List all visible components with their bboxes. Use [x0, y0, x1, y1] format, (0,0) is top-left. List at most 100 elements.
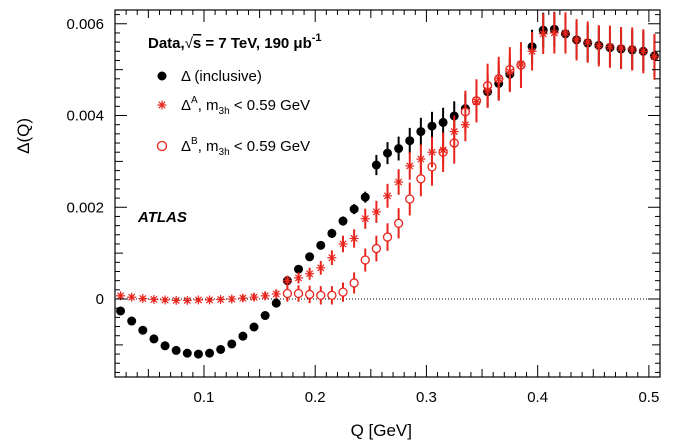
asterisk-stroke: [495, 75, 503, 83]
data-point: [427, 147, 437, 157]
asterisk-stroke: [228, 295, 236, 303]
data-point: [449, 127, 459, 137]
asterisk-stroke: [205, 296, 214, 304]
data-point: [505, 67, 515, 77]
asterisk-stroke: [573, 36, 581, 44]
legend-marker-open-circle: [156, 140, 168, 152]
data-point: [638, 46, 648, 56]
asterisk-stroke: [506, 68, 514, 76]
data-point: [405, 136, 415, 146]
data-point: [371, 243, 382, 254]
data-point: [116, 291, 126, 301]
data-point: [338, 216, 348, 226]
data-point: [416, 127, 426, 137]
asterisk-stroke: [283, 277, 291, 285]
asterisk-stroke: [158, 101, 166, 109]
asterisk-stroke: [383, 192, 392, 200]
data-point: [327, 228, 337, 238]
data-point: [260, 291, 270, 301]
asterisk-stroke: [150, 295, 158, 304]
data-point: [171, 345, 181, 355]
data-point: [271, 289, 281, 299]
data-series-layer: [116, 11, 659, 359]
asterisk-stroke: [294, 274, 303, 282]
x-axis-title: Q [GeV]: [351, 421, 412, 440]
asterisk-stroke: [428, 148, 436, 156]
data-point: [271, 298, 281, 308]
asterisk-stroke: [161, 296, 169, 304]
header-rest: = 7 TeV, 190 μb: [201, 35, 312, 52]
legend-marker-filled-circle: [157, 71, 167, 81]
y-tick-label: 0: [96, 291, 104, 308]
asterisk-stroke: [361, 215, 369, 223]
asterisk-stroke: [639, 47, 647, 55]
data-point: [383, 191, 392, 201]
data-point: [282, 288, 293, 299]
legend-symbol: Δ: [181, 97, 191, 114]
legend-suffix: < 0.59 GeV: [230, 138, 310, 155]
data-point: [249, 292, 259, 302]
data-point: [160, 341, 170, 351]
data-point: [360, 192, 370, 202]
asterisk-stroke: [550, 29, 558, 37]
asterisk-stroke: [517, 60, 525, 68]
data-point: [316, 290, 326, 300]
data-point: [594, 41, 604, 51]
asterisk-stroke: [628, 45, 636, 53]
data-point: [171, 295, 181, 305]
data-point: [138, 294, 148, 304]
plot-frame: [114, 9, 661, 378]
header-sqrt: √: [185, 35, 194, 52]
data-point: [238, 331, 248, 341]
data-point: [293, 288, 304, 299]
data-point: [427, 121, 437, 131]
asterisk-stroke: [350, 234, 358, 243]
series-a: [116, 12, 659, 305]
data-point: [349, 278, 359, 288]
asterisk-stroke: [528, 47, 536, 55]
x-tick-label: 0.2: [305, 389, 326, 406]
atlas-label: ATLAS: [137, 209, 187, 226]
data-point: [572, 35, 582, 45]
legend-sub: 3h: [219, 106, 230, 117]
asterisk-stroke: [328, 254, 336, 262]
data-point: [549, 28, 559, 38]
asterisk-stroke: [406, 162, 414, 170]
data-point: [349, 233, 359, 243]
asterisk-stroke: [395, 178, 403, 186]
asterisk-stroke: [439, 146, 447, 154]
data-point: [516, 59, 526, 69]
asterisk-stroke: [116, 292, 125, 300]
legend-label-a: ΔA, m3h < 0.59 GeV: [181, 95, 310, 117]
data-point: [127, 316, 137, 326]
y-tick-label: 0.002: [66, 199, 104, 216]
data-point: [127, 292, 137, 302]
data-point: [216, 294, 226, 304]
data-point: [249, 322, 259, 332]
legend-symbol: Δ: [181, 138, 191, 155]
data-point: [338, 239, 348, 249]
asterisk-stroke: [272, 290, 280, 298]
asterisk-stroke: [584, 38, 592, 46]
data-point: [371, 160, 381, 170]
x-tick-label: 0.4: [527, 389, 548, 406]
data-point: [193, 349, 203, 359]
y-tick-label: 0.004: [66, 108, 104, 125]
asterisk-glyph: [157, 100, 167, 110]
header-prefix: Data,: [148, 35, 185, 52]
data-point: [394, 177, 404, 187]
axes-layer: 0.1 0.2 0.3 0.4 0.5 0 0.002 0.004 0.006: [66, 9, 661, 406]
legend-entry-b: ΔB, m3h < 0.59 GeV: [156, 136, 310, 158]
asterisk-stroke: [239, 294, 247, 302]
data-point: [227, 294, 237, 304]
data-point: [282, 276, 292, 286]
data-point: [416, 154, 426, 164]
data-point: [360, 214, 370, 224]
data-point: [316, 263, 326, 273]
data-point: [160, 295, 170, 305]
asterisk-stroke: [595, 42, 603, 50]
data-point: [382, 232, 393, 242]
legend-sub: 3h: [219, 147, 230, 158]
data-point: [360, 255, 370, 265]
data-point: [294, 264, 304, 274]
